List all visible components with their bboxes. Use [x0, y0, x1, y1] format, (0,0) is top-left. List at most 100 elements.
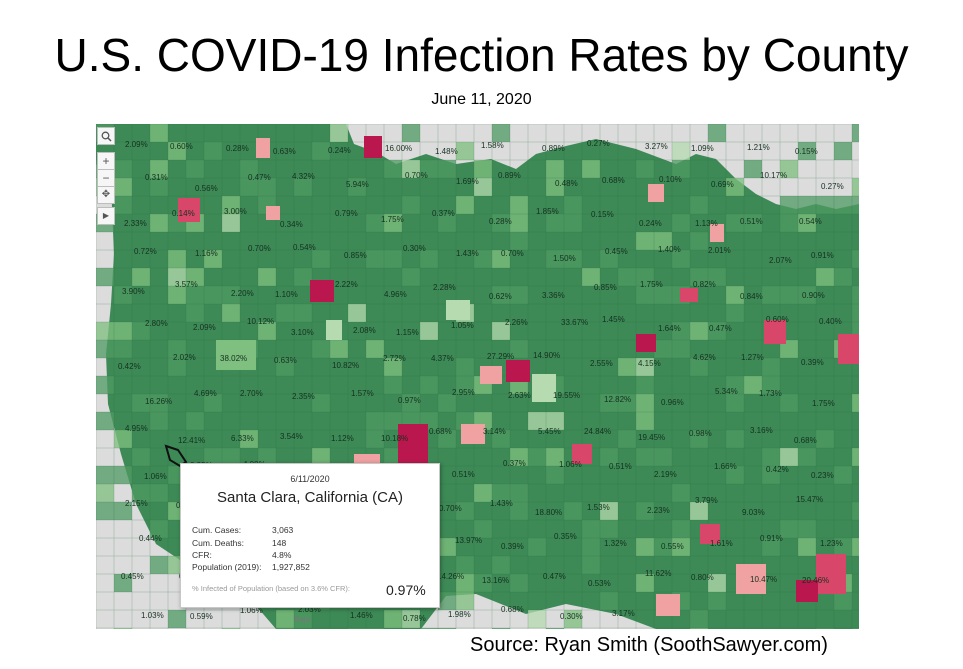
county-rate-label: 0.70% — [248, 244, 271, 253]
tooltip-percent: 0.97% — [386, 582, 426, 598]
county-cell — [204, 286, 222, 304]
county-rate-label: 1.06% — [240, 606, 263, 615]
hotspot-county — [648, 184, 664, 202]
county-cell — [510, 502, 528, 520]
county-cell — [798, 286, 816, 304]
county-cell — [474, 520, 492, 538]
county-rate-label: 1.10% — [275, 290, 298, 299]
county-cell — [762, 286, 780, 304]
zoom-in-button[interactable]: + — [97, 152, 115, 170]
county-rate-label: 1.05% — [451, 321, 474, 330]
hotspot-county — [796, 580, 818, 602]
county-cell — [834, 466, 852, 484]
county-cell — [96, 466, 114, 484]
county-rate-label: 0.96% — [661, 398, 684, 407]
pan-select-button[interactable]: ✥ — [97, 186, 115, 204]
county-cell — [672, 520, 690, 538]
county-rate-label: 0.27% — [587, 139, 610, 148]
county-rate-label: 2.80% — [145, 319, 168, 328]
county-rate-label: 1.69% — [456, 177, 479, 186]
county-cell — [366, 250, 384, 268]
county-cell — [582, 268, 600, 286]
county-rate-label: 16.00% — [385, 144, 412, 153]
county-cell — [402, 124, 420, 142]
county-cell — [312, 142, 330, 160]
county-cell — [222, 628, 240, 629]
county-cell — [852, 196, 859, 214]
county-cell — [654, 448, 672, 466]
county-cell — [834, 142, 852, 160]
county-cell — [546, 178, 564, 196]
hotspot-county — [838, 334, 859, 364]
county-rate-label: 0.78% — [403, 614, 426, 623]
zoom-out-button[interactable]: − — [97, 169, 115, 187]
county-cell — [762, 358, 780, 376]
county-cell — [510, 214, 528, 232]
county-cell — [384, 412, 402, 430]
tooltip-value-deaths: 148 — [272, 538, 287, 548]
county-cell — [762, 448, 780, 466]
hotspot-county — [216, 340, 256, 370]
county-cell — [132, 268, 150, 286]
county-cell — [798, 142, 816, 160]
county-cell — [492, 286, 510, 304]
county-cell — [600, 520, 618, 538]
county-cell — [258, 178, 276, 196]
search-button[interactable] — [97, 127, 115, 145]
county-cell — [690, 322, 708, 340]
county-cell — [780, 394, 798, 412]
county-cell — [708, 268, 726, 286]
county-rate-label: 4.15% — [638, 359, 661, 368]
county-rate-label: 20.46% — [802, 576, 829, 585]
county-rate-label: 24.84% — [584, 427, 611, 436]
county-cell — [402, 160, 420, 178]
county-cell — [834, 268, 852, 286]
county-rate-label: 1.09% — [691, 144, 714, 153]
expand-toolbar-button[interactable]: ▶ — [97, 207, 115, 225]
county-rate-label: 33.67% — [561, 318, 588, 327]
county-rate-label: 1.21% — [747, 143, 770, 152]
county-cell — [474, 484, 492, 502]
county-cell — [456, 556, 474, 574]
county-rate-label: 0.47% — [709, 324, 732, 333]
county-cell — [366, 412, 384, 430]
county-cell — [852, 394, 859, 412]
county-rate-label: 0.97% — [398, 396, 421, 405]
county-cell — [816, 268, 834, 286]
county-rate-label: 0.47% — [248, 173, 271, 182]
county-cell — [312, 448, 330, 466]
county-cell — [420, 322, 438, 340]
county-rate-label: 1.06% — [559, 460, 582, 469]
county-cell — [312, 340, 330, 358]
county-cell — [510, 448, 528, 466]
county-rate-label: 3.10% — [291, 328, 314, 337]
county-rate-label: 3.17% — [612, 609, 635, 618]
county-rate-label: 0.30% — [560, 612, 583, 621]
county-rate-label: 0.91% — [760, 534, 783, 543]
county-cell — [384, 214, 402, 232]
county-rate-label: 5.94% — [346, 180, 369, 189]
county-rate-label: 0.23% — [811, 471, 834, 480]
county-rate-label: 0.80% — [691, 573, 714, 582]
tooltip-note: % Infected of Population (based on 3.6% … — [192, 584, 351, 593]
county-rate-label: 27.29% — [487, 352, 514, 361]
county-cell — [420, 160, 438, 178]
county-cell — [222, 214, 240, 232]
county-rate-label: 0.63% — [274, 356, 297, 365]
county-cell — [330, 340, 348, 358]
hotspot-county — [178, 198, 200, 222]
county-cell — [546, 466, 564, 484]
county-cell — [816, 430, 834, 448]
minus-icon: − — [102, 171, 110, 185]
county-cell — [582, 538, 600, 556]
county-rate-label: 0.60% — [170, 142, 193, 151]
county-rate-label: 0.42% — [766, 465, 789, 474]
county-rate-label: 1.85% — [536, 207, 559, 216]
county-cell — [618, 358, 636, 376]
county-cell — [780, 286, 798, 304]
hotspot-county — [266, 206, 280, 220]
county-cell — [852, 448, 859, 466]
county-cell — [672, 142, 690, 160]
county-cell — [114, 196, 132, 214]
county-cell — [150, 160, 168, 178]
